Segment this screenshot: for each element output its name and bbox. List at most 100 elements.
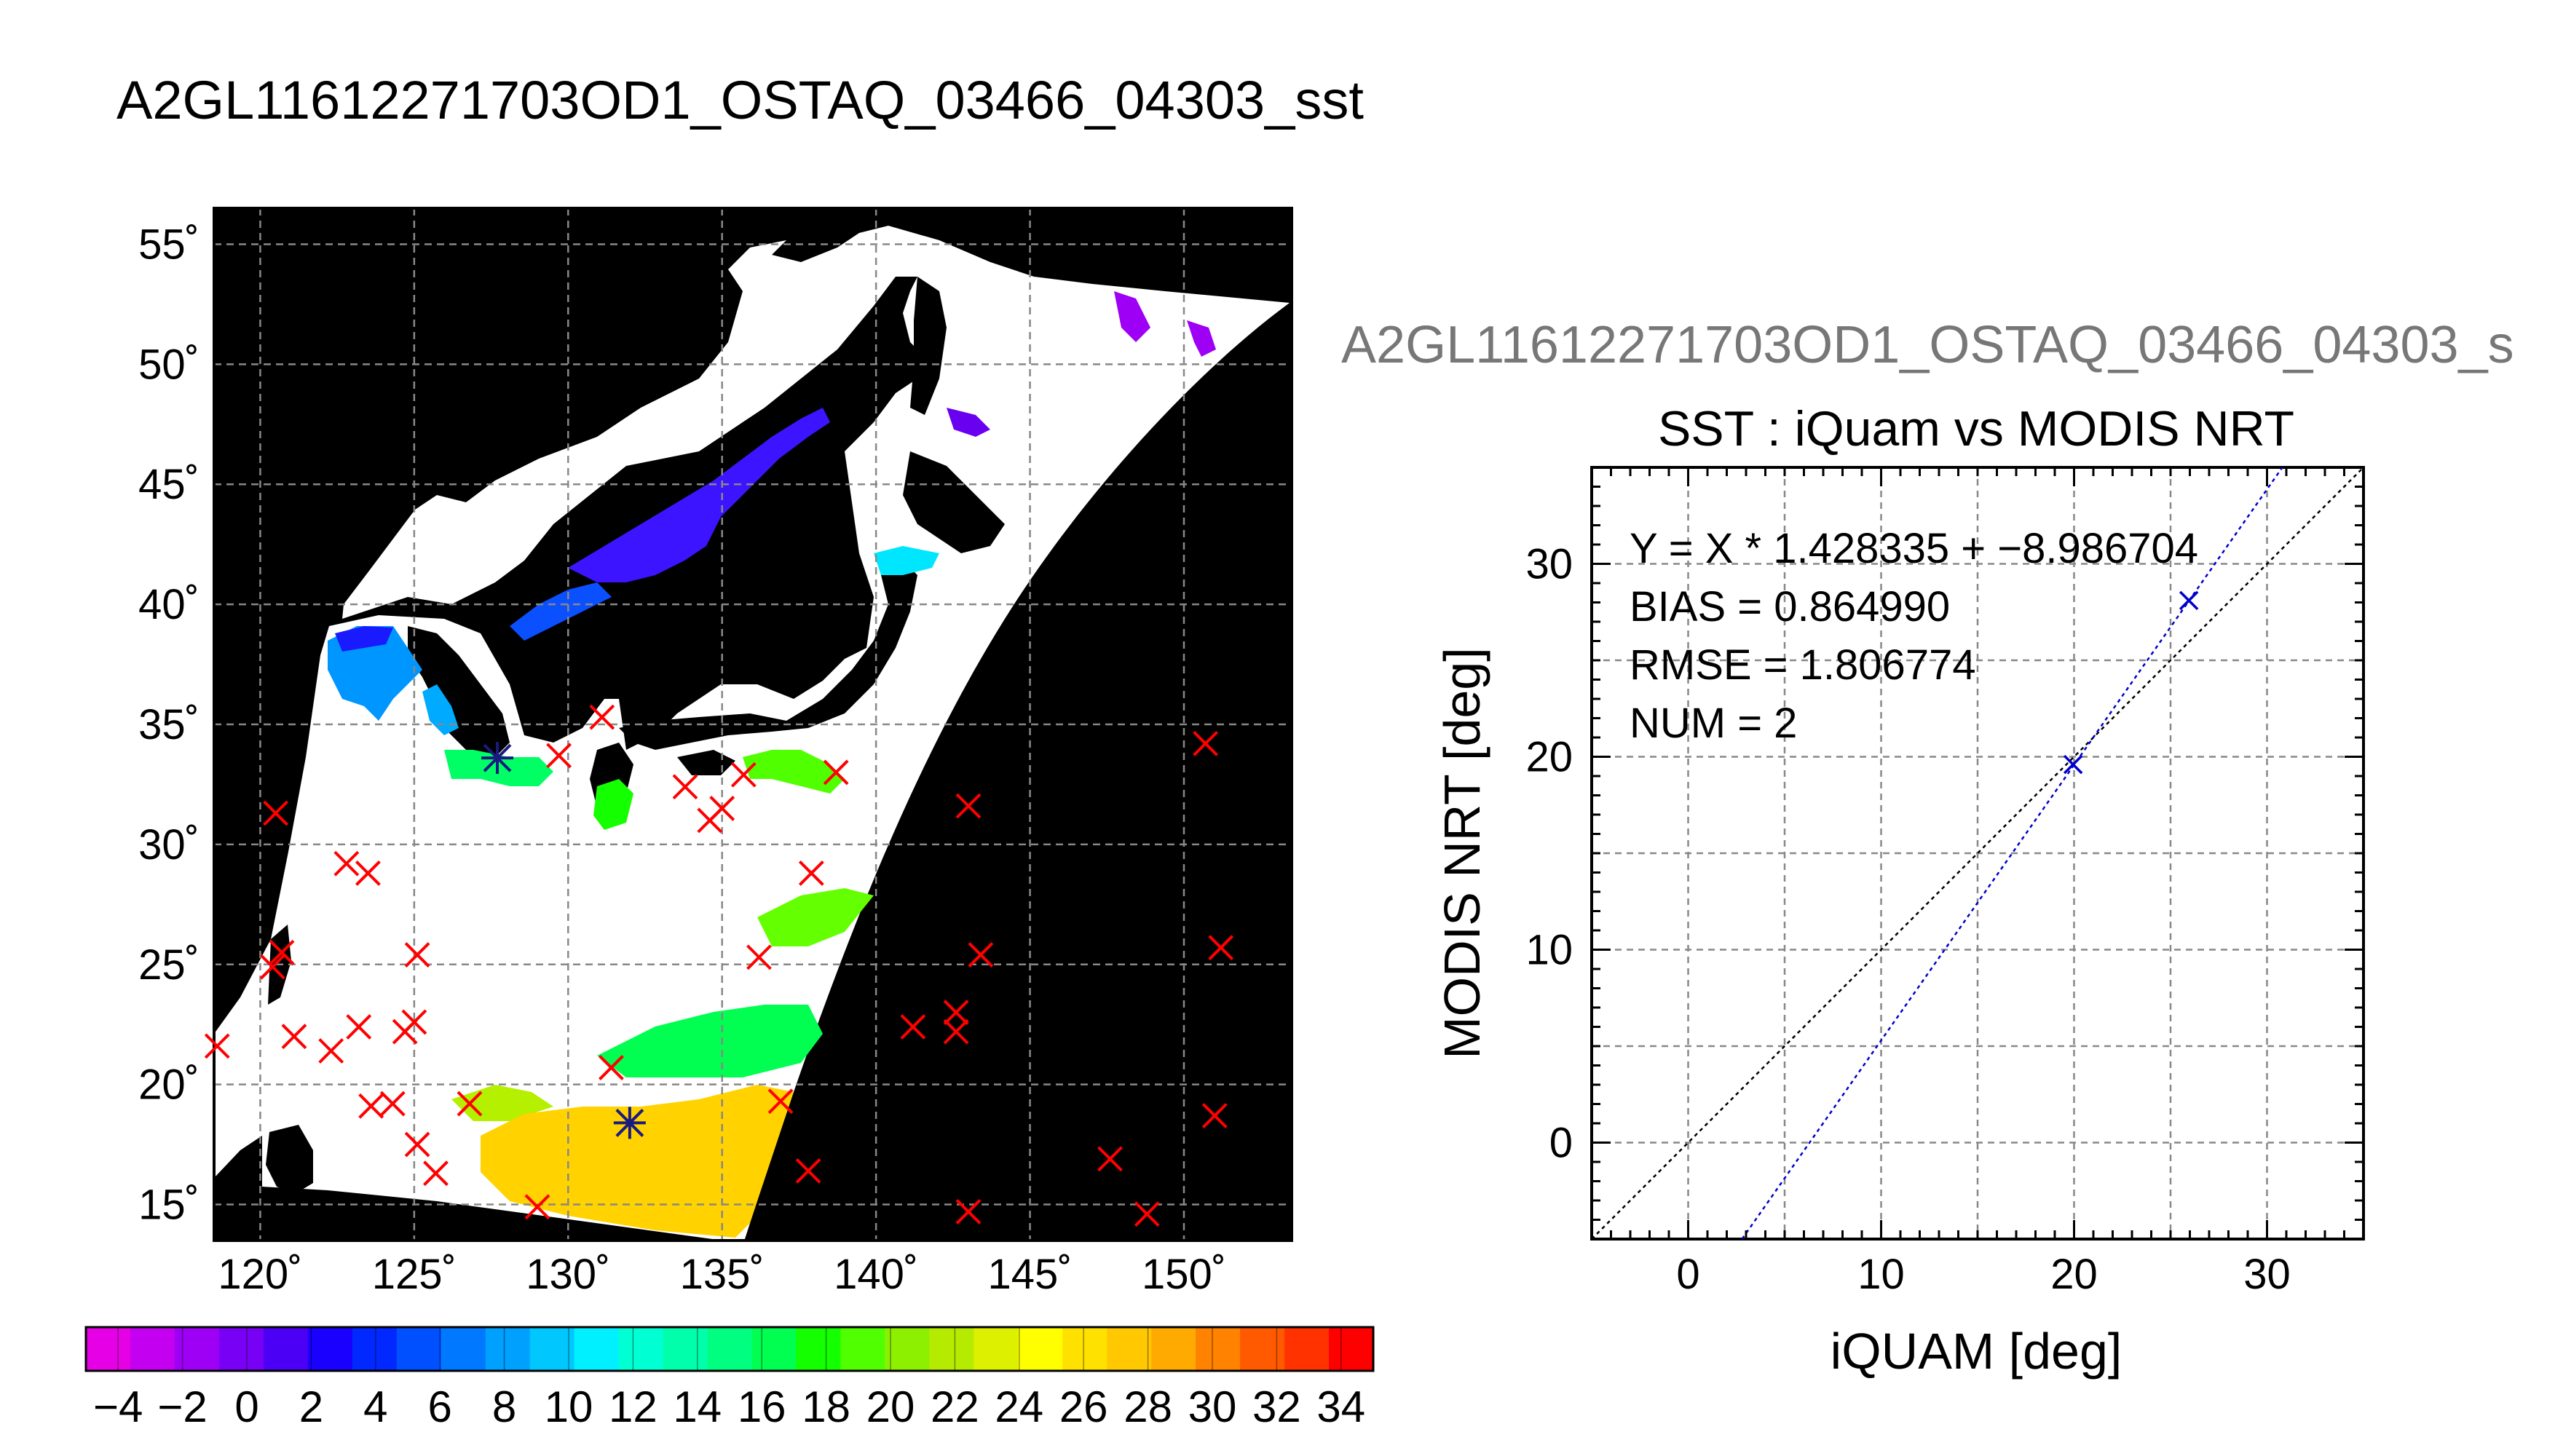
map-used-marker	[481, 742, 514, 775]
colorbar-cell	[485, 1327, 531, 1371]
lon-tick-label: 150˚	[1142, 1251, 1226, 1298]
x-tick-label: 30	[2243, 1251, 2291, 1298]
japan-shikoku-land	[677, 750, 735, 775]
sst-patch-north-cold-2	[1187, 320, 1216, 357]
map-match-marker	[358, 1093, 384, 1119]
y-axis-label: MODIS NRT [deg]	[1434, 647, 1490, 1059]
colorbar: −4 −2 0 2 4 6 8 10 12 14 16 18 20 22 24 26 28 30 32 34	[84, 1326, 1375, 1431]
lat-tick-label: 50˚	[138, 341, 200, 388]
x-tick-label: 20	[2050, 1251, 2098, 1298]
map-match-marker	[589, 704, 615, 730]
colorbar-cell	[1240, 1327, 1286, 1371]
scatter-annotation: RMSE = 1.806774	[1630, 641, 1976, 689]
lon-tick-label: 145˚	[988, 1251, 1073, 1298]
colorbar-tick-label: 16	[738, 1382, 786, 1431]
map-match-marker	[955, 1199, 982, 1224]
lon-tick-label: 130˚	[526, 1251, 610, 1298]
map-match-marker	[730, 761, 757, 788]
scatter-point	[2063, 754, 2083, 775]
map-match-marker	[333, 850, 360, 877]
map-match-marker	[943, 1018, 969, 1045]
colorbar-cell	[174, 1327, 220, 1371]
sst-patch-tohoku	[874, 546, 939, 575]
scatter-subtitle: A2GL11612271703OD1_OSTAQ_03466_04303_s	[1341, 316, 2514, 374]
map-match-marker	[955, 793, 982, 819]
colorbar-tick-label: 0	[234, 1382, 258, 1431]
map-match-markers	[204, 704, 1234, 1227]
map-tick-labels: 120˚ 125˚ 130˚ 135˚ 140˚ 145˚ 150˚ 15˚ 20˚ 25˚ 30˚…	[138, 221, 1226, 1298]
colorbar-cell	[707, 1327, 753, 1371]
scatter-points	[2063, 590, 2199, 775]
lat-tick-label: 45˚	[138, 461, 200, 508]
map-grid	[214, 208, 1292, 1241]
sst-patch-bohai-inner	[335, 626, 393, 652]
colorbar-cell	[1329, 1327, 1374, 1371]
colorbar-tick-label: −2	[157, 1382, 207, 1431]
map-match-marker	[546, 743, 572, 769]
lat-tick-label: 25˚	[138, 941, 200, 989]
colorbar-tick-label: 8	[492, 1382, 516, 1431]
sst-patch-japan-sea-mid	[510, 582, 612, 641]
map-match-marker	[672, 774, 698, 800]
colorbar-tick-label: 22	[931, 1382, 979, 1431]
colorbar-tick-label: 12	[609, 1382, 657, 1431]
colorbar-cell	[130, 1327, 175, 1371]
colorbar-tick-label: 32	[1252, 1382, 1301, 1431]
lon-tick-label: 120˚	[218, 1251, 302, 1298]
map-match-marker	[355, 860, 381, 886]
map-match-marker	[401, 1009, 427, 1035]
y-tick-label: 20	[1525, 734, 1573, 781]
sst-patch-yellow-sea	[422, 684, 459, 735]
lat-tick-label: 55˚	[138, 221, 200, 268]
y-tick-label: 0	[1549, 1120, 1573, 1167]
map-match-marker	[259, 954, 285, 980]
map-match-marker	[281, 1024, 307, 1050]
colorbar-cell	[751, 1327, 797, 1371]
scatter-ticks: 0 10 20 30 0 10 20 30	[1525, 466, 2365, 1298]
colorbar-cell	[1196, 1327, 1241, 1371]
map-used-marker	[613, 1107, 646, 1139]
map-frame	[213, 207, 1293, 1242]
map-match-marker	[823, 759, 849, 786]
lat-tick-label: 15˚	[138, 1182, 200, 1229]
scatter-annotations: Y = X * 1.428335 + −8.986704 BIAS = 0.864…	[1630, 525, 2198, 747]
colorbar-cell	[1107, 1327, 1153, 1371]
luzon-land	[266, 1125, 313, 1194]
sst-patch-north-cold	[1114, 291, 1150, 342]
colorbar-cell	[1284, 1327, 1330, 1371]
scatter-annotation: BIAS = 0.864990	[1630, 583, 1950, 630]
map-match-marker	[318, 1038, 344, 1064]
lat-tick-label: 30˚	[138, 821, 200, 869]
colorbar-tick-label: 6	[428, 1382, 452, 1431]
colorbar-cell	[796, 1327, 842, 1371]
map-match-marker	[746, 944, 772, 970]
map-match-marker	[1201, 1103, 1228, 1128]
map-match-marker	[968, 942, 994, 968]
lon-tick-label: 140˚	[834, 1251, 918, 1298]
map-match-marker	[767, 1088, 794, 1115]
map-match-marker	[599, 1055, 624, 1080]
scatter-point	[2179, 590, 2199, 611]
map-match-marker	[457, 1091, 483, 1117]
map-match-marker	[269, 939, 295, 965]
map-match-marker	[379, 1091, 406, 1117]
map-match-marker	[900, 1014, 926, 1040]
colorbar-tick-label: 2	[299, 1382, 323, 1431]
lat-tick-label: 40˚	[138, 581, 200, 628]
colorbar-cell	[974, 1327, 1019, 1371]
y-tick-label: 10	[1525, 927, 1573, 974]
sst-patch-japan-sea-north	[568, 408, 830, 582]
sst-patch-kuroshio-sw	[743, 750, 845, 794]
sst-patch-okhotsk	[947, 408, 990, 437]
colorbar-cell	[86, 1327, 131, 1371]
hokkaido-land	[903, 451, 1005, 553]
map-match-marker	[1193, 730, 1219, 756]
colorbar-tick-label: 18	[802, 1382, 850, 1431]
scatter-grid	[1592, 467, 2364, 1239]
lon-tick-label: 135˚	[680, 1251, 765, 1298]
lat-tick-label: 20˚	[138, 1061, 200, 1109]
colorbar-cell	[352, 1327, 398, 1371]
lat-tick-label: 35˚	[138, 701, 200, 748]
x-axis-label: iQUAM [deg]	[1831, 1323, 2122, 1380]
